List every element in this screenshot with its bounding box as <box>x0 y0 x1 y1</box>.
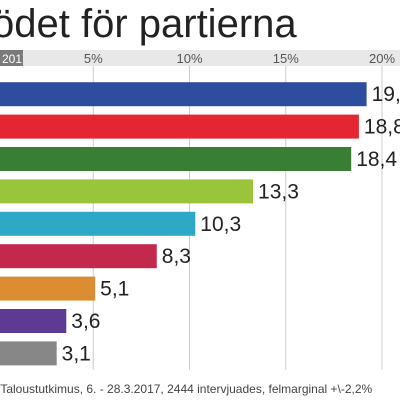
x-tick-label: 5% <box>84 51 103 66</box>
axis-ticks: 5% 10% 15% 20% <box>84 51 396 66</box>
source-note: /Taloustutkimus, 6. - 28.3.2017, 2444 in… <box>0 382 373 396</box>
bar <box>0 179 254 204</box>
chart-title: ödet för partierna <box>0 2 297 46</box>
bar <box>0 147 352 171</box>
axis-band <box>23 50 400 66</box>
bar-value-label: 18,8 <box>364 116 400 139</box>
x-tick-label: 20% <box>369 51 395 66</box>
bar <box>0 114 359 139</box>
bar <box>0 341 57 366</box>
bar <box>0 211 196 236</box>
bar <box>0 82 367 107</box>
bar <box>0 244 157 269</box>
bar-value-label: 13,3 <box>258 180 299 203</box>
bar-value-label: 3,1 <box>62 342 91 365</box>
value-labels: 19, 18,8 18,4 13,3 10,3 8,3 5,13,6 3,1 <box>62 83 400 365</box>
x-tick-label: 15% <box>273 51 299 66</box>
date-label: 2017 <box>2 52 29 66</box>
x-tick-label: 10% <box>176 51 202 66</box>
bar-value-label: 19, <box>372 83 400 106</box>
bar <box>0 276 96 301</box>
bar-value-label: 5,1 <box>100 278 129 301</box>
date-badge <box>0 50 23 66</box>
bar-value-label: 8,3 <box>162 245 191 268</box>
bars <box>0 82 367 366</box>
bar-value-label: 3,6 <box>71 310 100 333</box>
bar-value-label: 18,4 <box>356 148 397 171</box>
axis-band-bg <box>23 50 400 66</box>
bar <box>0 309 67 333</box>
bar-value-label: 10,3 <box>200 213 241 236</box>
